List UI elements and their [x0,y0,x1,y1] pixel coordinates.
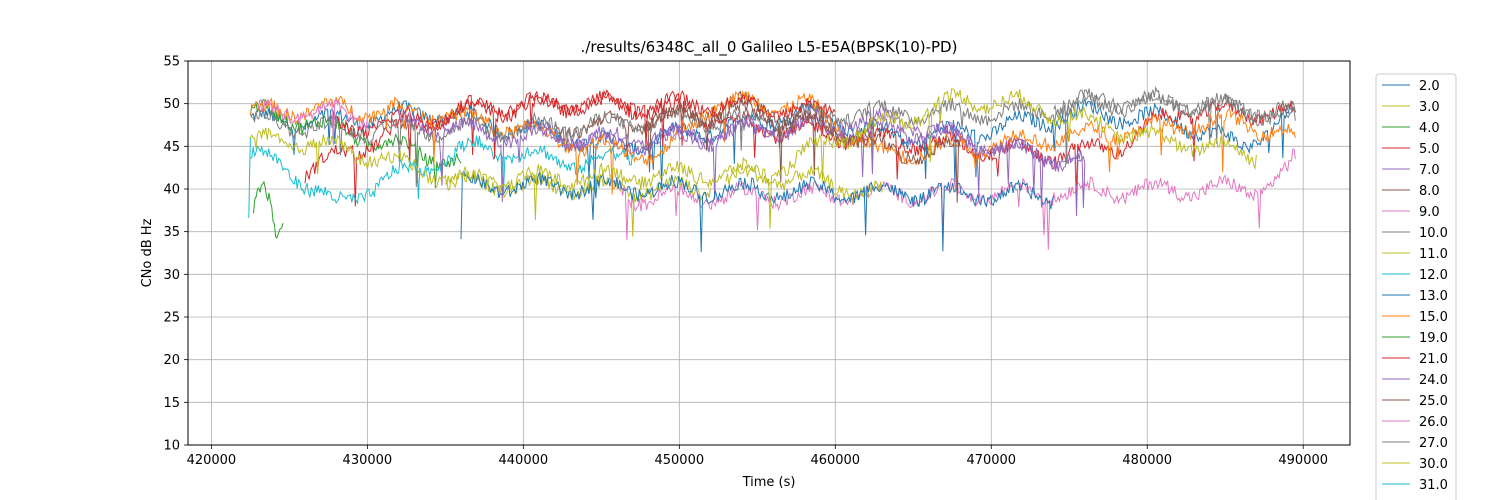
x-tick-label: 480000 [1122,453,1172,468]
legend-label: 24.0 [1419,373,1448,388]
legend-label: 15.0 [1419,310,1448,325]
x-tick-label: 470000 [966,453,1016,468]
legend-label: 19.0 [1419,331,1448,346]
series-line-24-0 [398,109,1086,217]
series-line-27-0 [1053,85,1296,165]
series-line-25-0 [647,96,961,203]
legend-label: 9.0 [1419,205,1440,220]
x-axis-ticks: 420000 430000 440000 450000 460000 470000 4800… [187,445,1328,468]
x-tick-label: 460000 [810,453,860,468]
y-tick-label: 45 [163,140,180,155]
series-line-30-0 [249,88,1257,229]
series-line-26-0 [257,98,368,146]
y-tick-label: 50 [163,97,180,112]
y-tick-label: 15 [163,396,180,411]
y-tick-label: 25 [163,311,180,326]
y-tick-label: 55 [163,55,180,70]
legend-label: 5.0 [1419,142,1440,157]
legend-label: 13.0 [1419,289,1448,304]
y-tick-label: 40 [163,183,180,198]
y-axis-label: CNo dB Hz [140,218,155,287]
chart-title: ./results/6348C_all_0 Galileo L5-E5A(BPS… [581,38,958,57]
legend-label: 21.0 [1419,352,1448,367]
x-tick-label: 430000 [343,453,393,468]
legend-label: 26.0 [1419,415,1448,430]
legend-label: 12.0 [1419,268,1448,283]
y-tick-label: 20 [163,353,180,368]
x-tick-label: 420000 [187,453,237,468]
y-tick-label: 10 [163,439,180,454]
y-axis-ticks: 10 15 20 25 30 35 40 45 50 55 [163,55,188,454]
series-line-19-0 [253,180,284,239]
x-tick-label: 490000 [1278,453,1328,468]
legend-label: 31.0 [1419,478,1448,493]
y-tick-label: 30 [163,268,180,283]
x-axis-label: Time (s) [742,475,796,490]
legend-label: 25.0 [1419,394,1448,409]
series-line-31-0 [248,137,251,218]
series-line-15-0 [249,90,1296,195]
legend-label: 3.0 [1419,100,1440,115]
x-tick-label: 450000 [654,453,704,468]
y-tick-label: 35 [163,225,180,240]
legend-label: 4.0 [1419,121,1440,136]
legend-label: 27.0 [1419,436,1448,451]
series-line-13-0 [460,169,1055,253]
legend-label: 10.0 [1419,226,1448,241]
legend: 2.0 3.0 4.0 5.0 7.0 8.0 9.0 10.0 11.0 12.0 13.0 15.… [1375,73,1457,500]
series-line-4-0 [249,99,462,189]
legend-label: 7.0 [1419,163,1440,178]
series-lines [248,85,1296,253]
legend-label: 11.0 [1419,247,1448,262]
x-tick-label: 440000 [499,453,549,468]
legend-label: 2.0 [1419,79,1440,94]
series-line-21-0 [335,89,836,159]
legend-label: 30.0 [1419,457,1448,472]
legend-box [1375,73,1457,500]
plot-frame [187,60,1351,446]
legend-label: 8.0 [1419,184,1440,199]
series-line-11-0 [725,165,883,203]
